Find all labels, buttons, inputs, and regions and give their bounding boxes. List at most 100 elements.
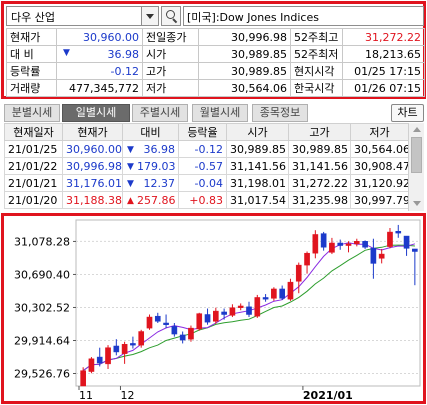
candle-up bbox=[213, 310, 219, 322]
table-row[interactable]: 21/01/25 30,960.00 ▼ 36.98 -0.12 30,989.85 30,… bbox=[4, 140, 409, 158]
quote-value: 30,564.06 bbox=[198, 79, 291, 97]
quote-panel: 다우 산업 [미국]:Dow Jones Indices 현재가 30,960.0… bbox=[1, 1, 426, 99]
tab-bar: 분별시세 일별시세 주별시세 월별시세 종목정보 차트 bbox=[4, 104, 424, 122]
cell-chg: ▼ 179.03 bbox=[122, 157, 179, 175]
moving-average-long-line bbox=[82, 244, 415, 372]
search-button[interactable] bbox=[161, 6, 181, 26]
quote-value: 01/26 07:15 bbox=[342, 79, 425, 97]
candle-down bbox=[412, 248, 418, 252]
cell-open: 31,141.56 bbox=[226, 157, 289, 175]
tab-weekly-quotes[interactable]: 주별시세 bbox=[132, 104, 188, 122]
candle-up bbox=[138, 331, 145, 346]
candle-down bbox=[279, 288, 285, 299]
table-row[interactable]: 21/01/20 31,188.38 ▲ 257.86 +0.83 31,017.54 31… bbox=[4, 191, 409, 209]
cell-pct: +0.83 bbox=[178, 191, 227, 209]
candle-down bbox=[113, 345, 120, 353]
quote-row: 현재가 30,960.00 전일종가 30,996.98 52주최고 31,272.22 bbox=[6, 28, 425, 46]
candle-down bbox=[337, 242, 344, 246]
cell-low: 30,908.47 bbox=[350, 157, 409, 175]
quote-value: 18,213.65 bbox=[342, 45, 425, 63]
cell-high: 30,989.85 bbox=[288, 140, 351, 158]
cell-close: 30,996.98 bbox=[62, 157, 123, 175]
quote-value: 477,345,772 bbox=[56, 79, 143, 97]
scroll-down-icon[interactable] bbox=[413, 201, 421, 206]
search-row: 다우 산업 [미국]:Dow Jones Indices bbox=[6, 6, 424, 26]
quote-label: 현재가 bbox=[6, 28, 57, 46]
tab-monthly-quotes[interactable]: 월별시세 bbox=[192, 104, 248, 122]
quote-row: 대 비 ▼ 36.98 시가 30,989.85 52주최저 18,213.65 bbox=[6, 45, 425, 63]
column-header-change-rate[interactable]: 등락율 bbox=[178, 123, 227, 141]
candle-up bbox=[345, 243, 352, 246]
cell-date: 21/01/25 bbox=[4, 140, 63, 158]
quote-value: 30,960.00 bbox=[56, 28, 143, 46]
cell-close: 30,960.00 bbox=[62, 140, 123, 158]
quote-row: 등락률 -0.12 고가 30,989.85 현지시각 01/25 17:15 bbox=[6, 62, 425, 80]
cell-high: 31,235.98 bbox=[288, 191, 351, 209]
candle-down bbox=[204, 314, 211, 323]
tab-daily-quotes[interactable]: 일별시세 bbox=[62, 104, 130, 122]
candle-up bbox=[229, 307, 236, 316]
x-tick-label: 12 bbox=[120, 389, 134, 401]
chart-button[interactable]: 차트 bbox=[391, 104, 424, 122]
candle-up bbox=[387, 231, 393, 247]
cell-date: 21/01/21 bbox=[4, 174, 63, 192]
daily-table-scrollbar[interactable] bbox=[408, 123, 424, 211]
tab-stock-info[interactable]: 종목정보 bbox=[252, 104, 308, 122]
candle-up bbox=[304, 252, 310, 266]
quote-value: -0.12 bbox=[56, 62, 143, 80]
column-header-low[interactable]: 저가 bbox=[350, 123, 409, 141]
down-arrow-icon: ▼ bbox=[127, 162, 134, 172]
column-header-high[interactable]: 고가 bbox=[288, 123, 351, 141]
candle-up bbox=[271, 288, 277, 299]
search-icon bbox=[166, 10, 175, 19]
cell-low: 30,997.79 bbox=[350, 191, 409, 209]
candle-up bbox=[188, 327, 194, 340]
y-tick-label: 29,526.76 bbox=[14, 368, 70, 381]
quote-label: 52주최고 bbox=[290, 28, 343, 46]
quote-label: 고가 bbox=[142, 62, 199, 80]
quote-label: 시가 bbox=[142, 45, 199, 63]
cell-pct: -0.12 bbox=[178, 140, 227, 158]
quote-value: 31,272.22 bbox=[342, 28, 425, 46]
quote-value: 01/25 17:15 bbox=[342, 62, 425, 80]
table-row[interactable]: 21/01/21 31,176.01 ▼ 12.37 -0.04 31,198.01 31,… bbox=[4, 174, 409, 192]
quote-label: 거래량 bbox=[6, 79, 57, 97]
cell-close: 31,176.01 bbox=[62, 174, 123, 192]
table-row[interactable]: 21/01/22 30,996.98 ▼ 179.03 -0.57 31,141.56 31… bbox=[4, 157, 409, 175]
candlestick-chart[interactable]: 31,078.28 30,690.40 30,302.52 29,914.64 29,5… bbox=[4, 216, 423, 401]
cell-date: 21/01/20 bbox=[4, 191, 63, 209]
cell-pct: -0.57 bbox=[178, 157, 227, 175]
scroll-up-icon[interactable] bbox=[413, 127, 421, 132]
cell-high: 31,141.56 bbox=[288, 157, 351, 175]
candle-down bbox=[221, 311, 227, 315]
quote-table: 현재가 30,960.00 전일종가 30,996.98 52주최고 31,272.22 대… bbox=[6, 28, 425, 97]
column-header-close[interactable]: 현재가 bbox=[62, 123, 123, 141]
cell-high: 31,272.22 bbox=[288, 174, 351, 192]
cell-chg: ▲ 257.86 bbox=[122, 191, 179, 209]
quote-value: 30,996.98 bbox=[198, 28, 291, 46]
x-tick-label: 2021/01 bbox=[303, 389, 353, 401]
column-header-open[interactable]: 시가 bbox=[226, 123, 289, 141]
daily-quotes-table: 현재일자 현재가 대비 등락율 시가 고가 저가 21/01/25 30,960.… bbox=[4, 123, 409, 209]
quote-value: 30,989.85 bbox=[198, 45, 291, 63]
cell-low: 31,120.92 bbox=[350, 174, 409, 192]
candle-up bbox=[146, 316, 153, 329]
scrollbar-thumb[interactable] bbox=[411, 137, 422, 173]
tab-minute-quotes[interactable]: 분별시세 bbox=[4, 104, 60, 122]
cell-low: 30,564.06 bbox=[350, 140, 409, 158]
candle-down bbox=[171, 326, 178, 335]
cell-pct: -0.04 bbox=[178, 174, 227, 192]
column-header-date[interactable]: 현재일자 bbox=[4, 123, 63, 141]
candle-down bbox=[320, 233, 327, 248]
candle-down bbox=[246, 306, 252, 315]
y-tick-label: 29,914.64 bbox=[14, 334, 70, 347]
symbol-dropdown-button[interactable] bbox=[142, 6, 159, 26]
candle-down bbox=[403, 235, 410, 249]
quote-label: 전일종가 bbox=[142, 28, 199, 46]
quote-value: 30,989.85 bbox=[198, 62, 291, 80]
candle-up bbox=[312, 234, 319, 254]
cell-chg: ▼ 12.37 bbox=[122, 174, 179, 192]
y-tick-label: 30,302.52 bbox=[14, 301, 70, 314]
symbol-input[interactable]: 다우 산업 bbox=[6, 6, 142, 26]
column-header-change[interactable]: 대비 bbox=[122, 123, 179, 141]
